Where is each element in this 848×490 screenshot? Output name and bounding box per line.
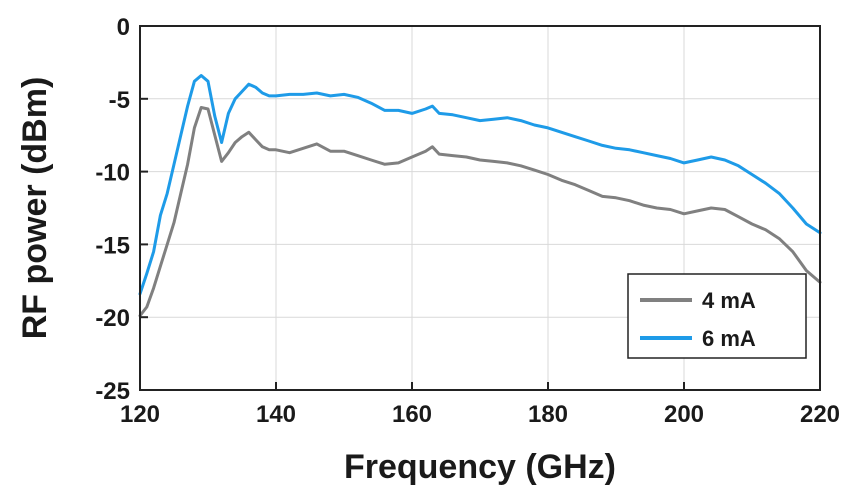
- grid-lines: [140, 26, 820, 390]
- y-tick-label: -20: [95, 305, 130, 332]
- y-tick-label: -5: [109, 87, 130, 114]
- y-axis-title: RF power (dBm): [16, 77, 54, 340]
- x-tick-label: 160: [392, 401, 432, 428]
- x-tick-label: 220: [800, 401, 840, 428]
- legend-label-6ma: 6 mA: [702, 326, 756, 351]
- y-tick-label: 0: [117, 14, 130, 41]
- y-tick-label: -25: [95, 378, 130, 405]
- x-tick-label: 140: [256, 401, 296, 428]
- legend-label-4ma: 4 mA: [702, 288, 756, 313]
- legend-box: [627, 273, 807, 359]
- y-tick-label: -15: [95, 232, 130, 259]
- x-axis-title: Frequency (GHz): [344, 448, 616, 486]
- y-tick-label: -10: [95, 160, 130, 187]
- x-tick-label: 120: [120, 401, 160, 428]
- series-layer: [138, 74, 822, 318]
- x-tick-label: 200: [664, 401, 704, 428]
- series-line-0: [138, 106, 822, 318]
- series-line-1: [138, 74, 822, 296]
- plot-frame: [139, 25, 821, 391]
- axis-ticks: 120 140 160 180 200 220 0 -5 -10 -15 -20 -25: [95, 14, 840, 428]
- x-tick-label: 180: [528, 401, 568, 428]
- legend: 4 mA 6 mA: [627, 273, 807, 359]
